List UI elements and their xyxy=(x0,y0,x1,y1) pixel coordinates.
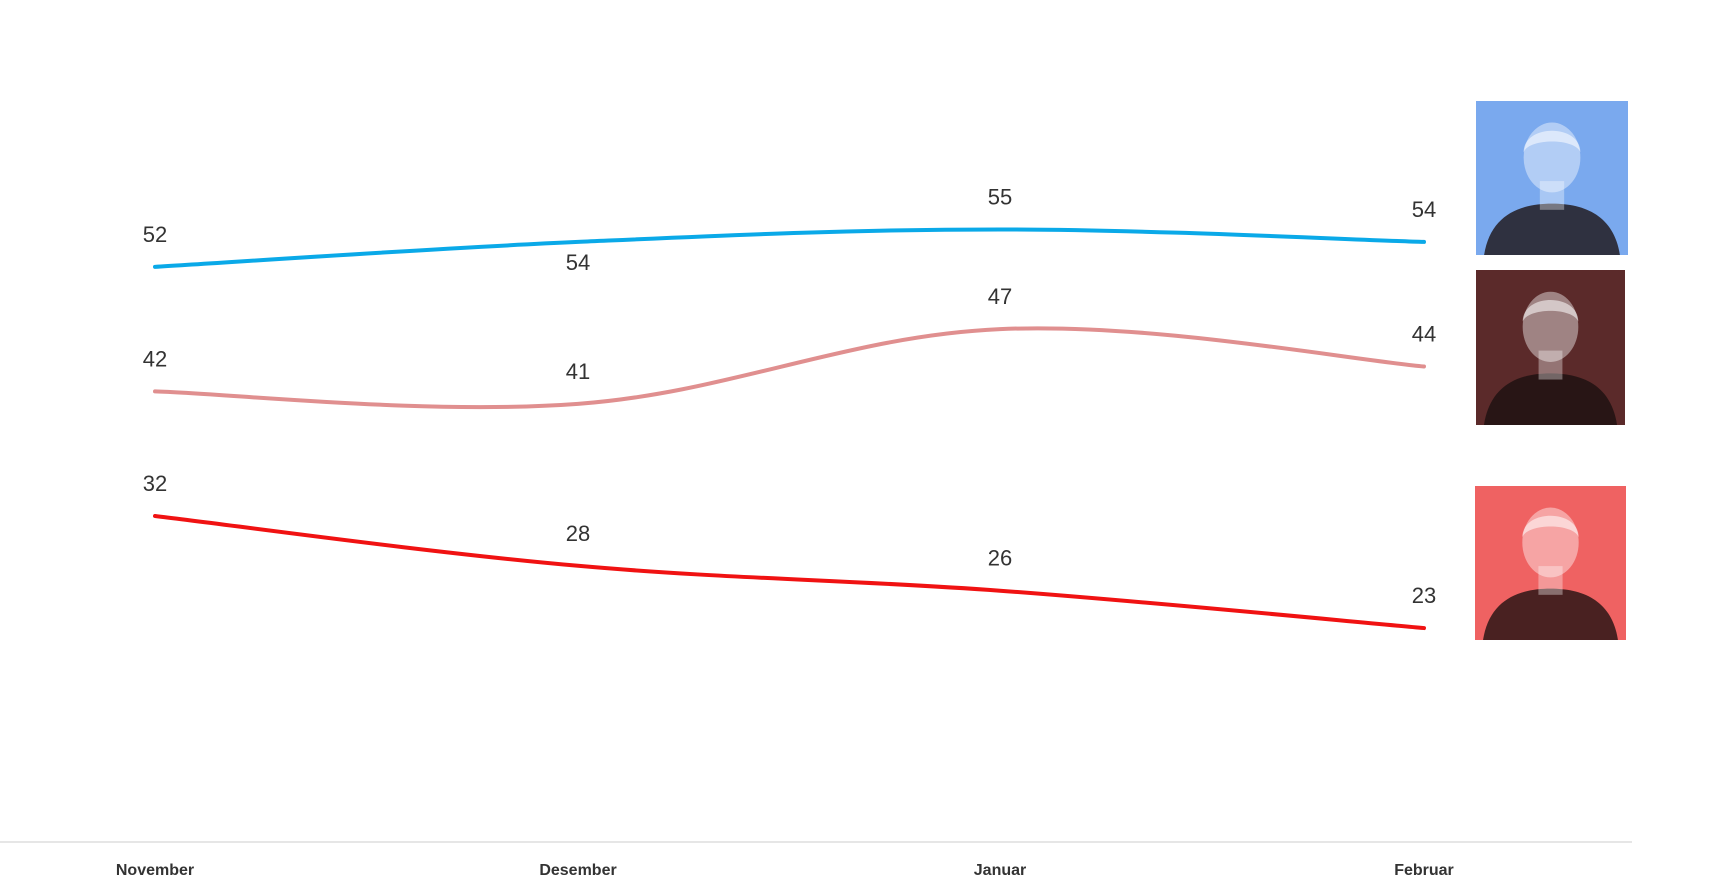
data-label: 41 xyxy=(566,359,590,384)
portrait-image-1 xyxy=(1476,101,1628,255)
data-label: 32 xyxy=(143,471,167,496)
data-label: 44 xyxy=(1412,321,1436,346)
person-portrait-icon xyxy=(1484,122,1620,255)
x-tick-label: Januar xyxy=(974,862,1026,879)
data-label: 23 xyxy=(1412,583,1436,608)
x-tick-label: November xyxy=(116,862,194,879)
data-label: 54 xyxy=(1412,197,1436,222)
data-label-layer: 52 54 55 54 42 41 47 44 32 28 26 23 xyxy=(143,184,1436,608)
person-portrait-icon xyxy=(1483,291,1618,425)
x-tick-layer: November Desember Januar Februar xyxy=(116,862,1454,879)
series-line-3 xyxy=(153,513,1426,631)
data-label: 42 xyxy=(143,346,167,371)
data-label: 26 xyxy=(988,546,1012,571)
portrait-image-2 xyxy=(1476,270,1625,425)
data-label: 54 xyxy=(566,250,590,275)
data-label: 52 xyxy=(143,222,167,247)
x-tick-label: Desember xyxy=(539,862,616,879)
portrait-image-3 xyxy=(1475,486,1626,640)
data-label: 28 xyxy=(566,521,590,546)
x-tick-label: Februar xyxy=(1394,862,1454,879)
data-label: 47 xyxy=(988,284,1012,309)
series-line-1 xyxy=(153,227,1426,269)
person-portrait-icon xyxy=(1483,507,1618,640)
series-line-2 xyxy=(153,326,1426,410)
data-label: 55 xyxy=(988,184,1012,209)
series-layer xyxy=(153,227,1426,631)
